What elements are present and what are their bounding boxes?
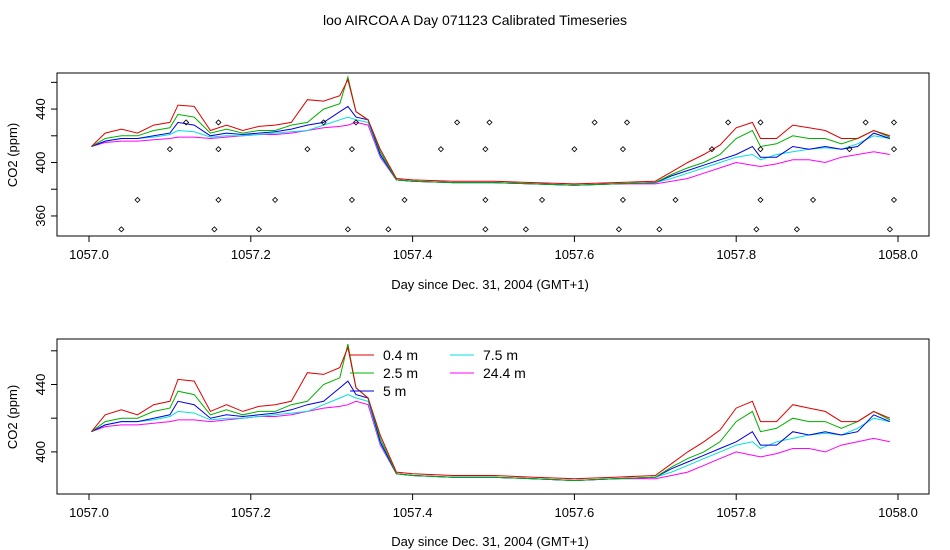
sample-marker: [886, 226, 893, 233]
sample-marker: [166, 146, 173, 153]
series-lines-bottom: [91, 343, 891, 482]
figure-title: loo AIRCOA A Day 071123 Calibrated Times…: [323, 12, 627, 28]
x-tick-label: 1057.0: [69, 247, 109, 262]
sample-marker: [757, 196, 764, 203]
sample-marker: [672, 196, 679, 203]
sample-marker: [215, 146, 222, 153]
x-tick-label: 1057.6: [555, 247, 595, 262]
sample-marker: [757, 119, 764, 126]
sample-marker: [348, 146, 355, 153]
legend-label: 5 m: [383, 383, 406, 399]
sample-marker: [725, 119, 732, 126]
sample-marker: [348, 196, 355, 203]
sample-marker: [255, 226, 262, 233]
x-tick-label: 1057.2: [231, 505, 271, 520]
series-line-24-4-m: [91, 121, 890, 186]
sample-marker: [619, 196, 627, 203]
sample-marker: [401, 196, 408, 203]
sample-marker: [385, 226, 392, 233]
sample-marker: [571, 146, 578, 153]
x-tick-label: 1057.0: [69, 505, 109, 520]
sample-marker: [522, 226, 529, 233]
sample-marker: [890, 196, 898, 203]
sample-marker: [619, 146, 627, 153]
sample-marker: [615, 226, 622, 233]
sample-marker: [890, 146, 898, 153]
sample-marker: [215, 119, 222, 126]
y-tick-label: 400: [33, 441, 48, 463]
x-axis-label-bottom: Day since Dec. 31, 2004 (GMT+1): [391, 534, 589, 549]
sample-marker: [623, 119, 631, 126]
sample-marker: [482, 146, 489, 153]
legend-label: 24.4 m: [483, 365, 526, 381]
sample-marker: [344, 226, 351, 233]
sample-marker: [352, 119, 360, 126]
sample-marker: [656, 226, 663, 233]
series-line-7-5-m: [91, 394, 891, 482]
legend: 0.4 m 2.5 m 5 m 7.5 m 24.4 m: [350, 347, 526, 399]
sample-marker: [890, 119, 898, 126]
y-axis-label-bottom: CO2 (ppm): [5, 385, 20, 449]
chart-panel-top: Day since Dec. 31, 2004 (GMT+1) CO2 (ppm…: [5, 72, 930, 292]
sample-marker: [134, 196, 141, 203]
y-axis-label-top: CO2 (ppm): [5, 123, 20, 187]
series-line-5-m: [91, 380, 891, 482]
sample-marker: [862, 119, 869, 126]
y-tick-label: 360: [33, 205, 48, 227]
sample-marker: [757, 146, 764, 153]
axis-ticks-bottom: 1057.0 1057.2 1057.4 1057.6 1057.8 1058.0 400 4…: [33, 350, 918, 520]
sample-marker: [486, 119, 493, 126]
chart-panel-bottom: Day since Dec. 31, 2004 (GMT+1) CO2 (ppm…: [5, 338, 930, 549]
sample-marker: [118, 226, 125, 233]
sample-marker: [591, 119, 598, 126]
axis-ticks-top: 1057.0 1057.2 1057.4 1057.6 1057.8 1058.0 360 4…: [33, 81, 918, 262]
y-tick-label: 440: [33, 98, 48, 120]
sample-marker: [211, 226, 218, 233]
series-line-0-4-m: [91, 345, 891, 480]
series-line-0-4-m: [91, 78, 891, 185]
series-lines-top: [91, 75, 891, 186]
series-line-5-m: [91, 105, 891, 186]
sample-marker: [708, 146, 715, 153]
x-axis-label-top: Day since Dec. 31, 2004 (GMT+1): [391, 277, 589, 292]
sample-marker: [809, 196, 817, 203]
x-tick-label: 1057.8: [716, 505, 756, 520]
series-line-7-5-m: [91, 116, 890, 186]
sample-marker: [304, 146, 311, 153]
sample-marker: [215, 196, 222, 203]
sample-marker: [183, 119, 190, 126]
x-tick-label: 1057.6: [555, 505, 595, 520]
x-tick-label: 1057.4: [393, 247, 433, 262]
legend-label: 7.5 m: [483, 347, 518, 363]
series-line-2-5-m: [91, 343, 891, 482]
sample-marker: [482, 196, 489, 203]
sample-marker: [538, 196, 546, 203]
sample-marker: [846, 146, 853, 153]
sample-marker: [272, 196, 279, 203]
legend-label: 0.4 m: [383, 347, 418, 363]
sample-marker: [454, 119, 461, 126]
series-line-24-4-m: [91, 400, 891, 482]
sample-markers-top: [118, 119, 898, 233]
sample-marker: [793, 226, 800, 233]
sample-marker: [320, 119, 327, 126]
x-tick-label: 1057.2: [231, 247, 271, 262]
y-tick-label: 400: [33, 152, 48, 174]
legend-label: 2.5 m: [383, 365, 418, 381]
y-tick-label: 440: [33, 374, 48, 396]
sample-marker: [437, 146, 444, 153]
sample-marker: [482, 226, 489, 233]
plot-frame-bottom: [56, 338, 930, 495]
x-tick-label: 1058.0: [878, 247, 918, 262]
sample-marker: [753, 226, 760, 233]
plot-frame-top: [56, 72, 930, 237]
x-tick-label: 1057.4: [393, 505, 433, 520]
x-tick-label: 1057.8: [716, 247, 756, 262]
series-line-2-5-m: [91, 75, 891, 186]
x-tick-label: 1058.0: [878, 505, 918, 520]
